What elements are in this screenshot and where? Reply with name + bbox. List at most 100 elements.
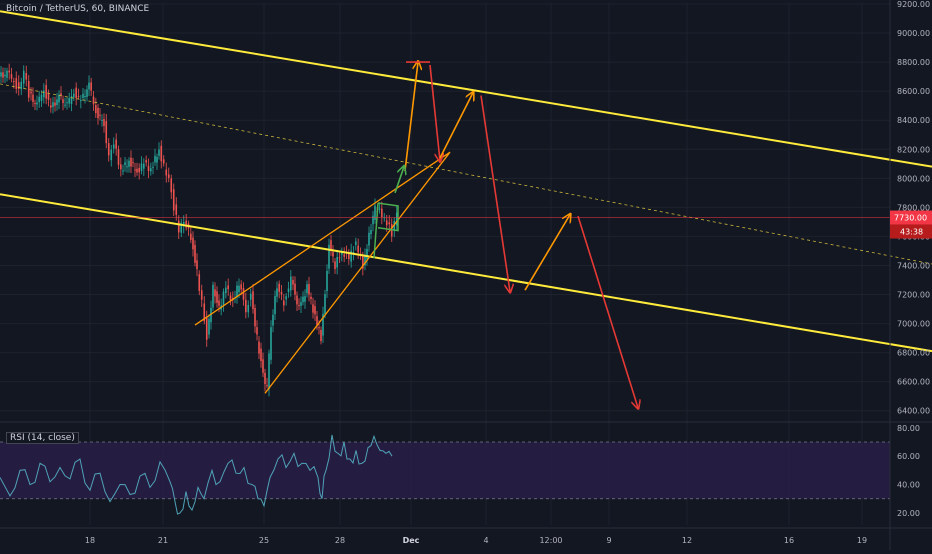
candle-body	[30, 91, 32, 94]
candle-body	[134, 169, 136, 171]
candle-body	[15, 78, 18, 89]
candle-body	[247, 304, 250, 313]
candle-body	[130, 157, 132, 167]
candle-body	[152, 166, 154, 168]
candle-body	[249, 293, 252, 300]
x-tick-label: 18	[85, 536, 95, 545]
candle-body	[324, 294, 326, 315]
candle-body	[8, 70, 10, 73]
x-tick-label: 9	[606, 536, 611, 545]
candle-body	[203, 303, 206, 322]
candle-body	[97, 107, 99, 119]
candle-body	[192, 237, 194, 250]
candle-body	[56, 99, 58, 106]
candle-body	[210, 307, 212, 323]
candle-body	[0, 72, 2, 77]
candle-body	[368, 232, 370, 246]
candle-body	[350, 250, 352, 262]
candle-body	[292, 279, 294, 285]
candle-body	[357, 245, 359, 253]
y-tick-label: 9000.00	[897, 29, 930, 38]
candle-body	[154, 155, 156, 163]
countdown-label: 43:38	[900, 228, 923, 237]
candle-body	[101, 119, 103, 121]
candle-body	[38, 96, 40, 103]
x-tick-label: 25	[259, 536, 269, 545]
x-tick-label: 28	[335, 536, 345, 545]
candle-body	[314, 306, 316, 315]
candle-body	[73, 93, 75, 98]
candle-body	[225, 287, 227, 294]
candle-body	[214, 289, 216, 297]
grid	[0, 3, 890, 525]
countdown-badge	[890, 224, 932, 239]
candle-body	[270, 327, 272, 360]
candle-body	[330, 240, 332, 250]
candle-body	[82, 93, 84, 98]
channel-lower-line	[0, 193, 932, 353]
candle-body	[77, 95, 80, 97]
candle-body	[172, 189, 175, 211]
candle-body	[242, 288, 245, 300]
rsi-line	[0, 434, 393, 515]
candle-body	[348, 252, 350, 260]
candle-body	[40, 94, 43, 102]
candle-body	[36, 102, 38, 105]
candle-body	[343, 254, 345, 257]
candle-body	[296, 295, 298, 305]
candle-body	[245, 299, 247, 313]
candle-body	[388, 222, 391, 225]
candle-body	[180, 222, 183, 233]
candle-body	[128, 160, 130, 167]
y-tick-label: 6600.00	[897, 378, 930, 387]
candle-body	[205, 316, 208, 340]
candle-body	[260, 348, 262, 362]
candle-body	[150, 168, 152, 172]
candle-body	[90, 82, 92, 91]
candle-body	[372, 215, 374, 225]
projection-arrows	[394, 62, 638, 408]
candle-body	[229, 295, 232, 301]
candle-body	[196, 260, 198, 270]
y-tick-label: 6800.00	[897, 349, 930, 358]
candle-body	[283, 300, 285, 306]
candle-body	[236, 285, 238, 298]
candle-body	[132, 162, 134, 164]
candle-body	[208, 318, 210, 335]
candle-body	[318, 327, 320, 329]
bull-flag	[377, 202, 399, 232]
candle-body	[47, 93, 50, 100]
candle-body	[198, 274, 201, 291]
candle-body	[212, 284, 214, 308]
y-tick-label: 7000.00	[897, 320, 930, 329]
candle-body	[17, 82, 20, 89]
rsi-panel	[0, 434, 890, 515]
y-tick-label: 8600.00	[897, 87, 930, 96]
last-price-label: 7730.00	[894, 214, 927, 223]
y-tick-label: 7800.00	[897, 203, 930, 212]
candle-body	[320, 329, 322, 342]
candle-body	[27, 80, 30, 98]
candle-body	[22, 70, 25, 84]
rsi-tick-label: 80.00	[897, 424, 920, 433]
candle-body	[268, 353, 270, 390]
y-tick-label: 6400.00	[897, 407, 930, 416]
candle-body	[218, 300, 220, 306]
candle-body	[107, 143, 110, 156]
candle-body	[306, 284, 308, 294]
candle-body	[272, 314, 274, 326]
candle-body	[216, 291, 218, 303]
candle-body	[6, 70, 8, 78]
x-tick-label: 16	[784, 536, 794, 545]
candle-body	[336, 257, 338, 268]
candle-body	[10, 74, 13, 79]
candle-body	[117, 149, 120, 165]
candle-body	[158, 149, 160, 156]
candle-body	[124, 162, 126, 165]
candle-body	[120, 164, 122, 170]
breakout-arrow	[394, 167, 404, 194]
x-tick-label: 21	[158, 536, 168, 545]
bearish-projection-arrow	[480, 95, 510, 292]
